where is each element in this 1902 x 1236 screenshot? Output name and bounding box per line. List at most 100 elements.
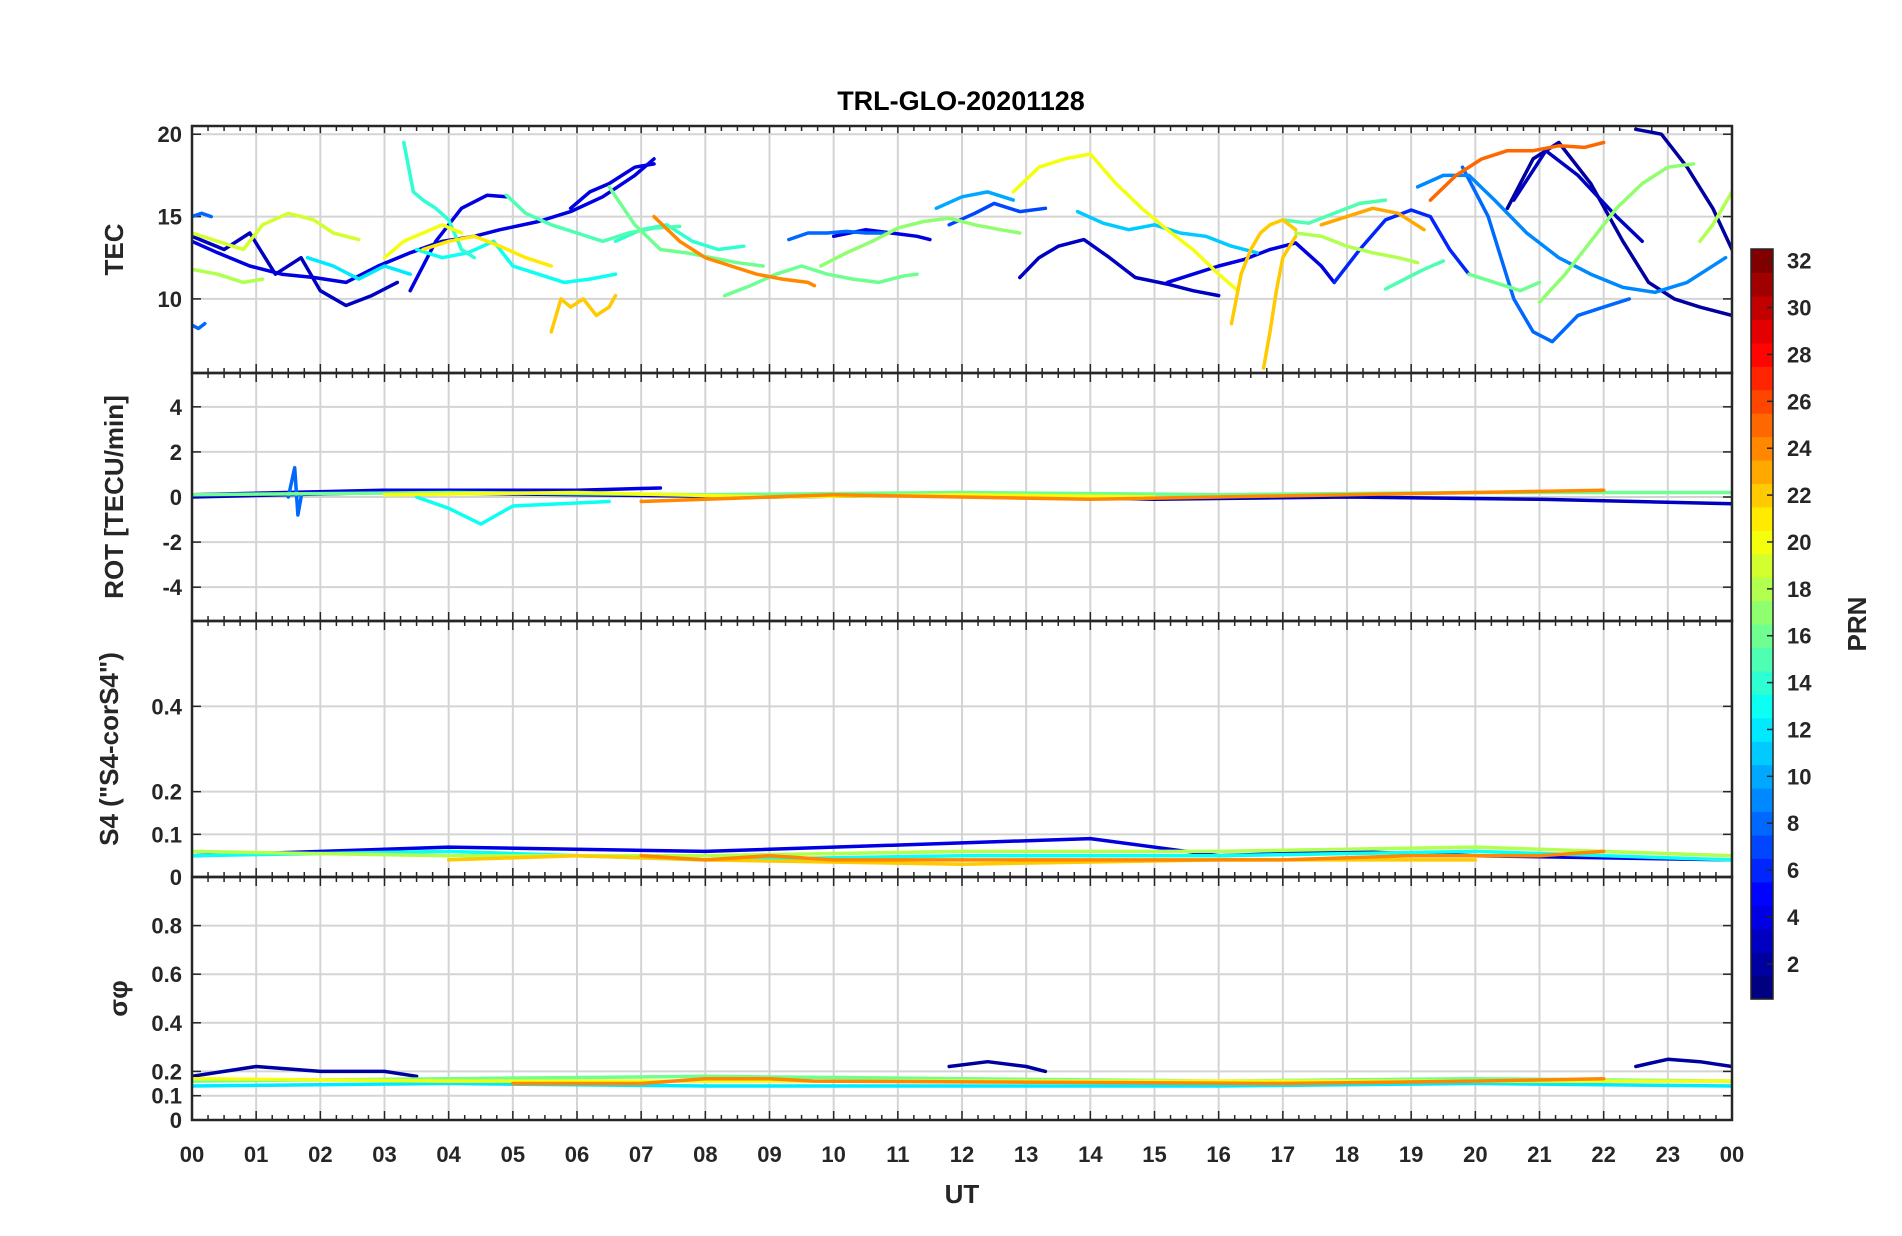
colorbar-cell xyxy=(1751,295,1773,320)
colorbar-tick-label: 22 xyxy=(1787,483,1811,508)
colorbar-cell xyxy=(1751,694,1773,719)
series-group xyxy=(192,127,1732,370)
series-line-prn-13 xyxy=(414,495,611,526)
colorbar-tick-label: 14 xyxy=(1787,671,1812,696)
colorbar-tick-label: 12 xyxy=(1787,717,1811,742)
series-line-prn-24 xyxy=(511,1076,1606,1086)
series-line-prn-16 xyxy=(607,185,765,268)
series-group xyxy=(192,465,1732,526)
colorbar-label: PRN xyxy=(1842,597,1872,652)
series-line-prn-12 xyxy=(305,255,412,281)
series-line-prn-20 xyxy=(382,223,464,260)
colorbar-cell xyxy=(1751,600,1773,625)
colorbar-cell xyxy=(1751,788,1773,813)
series-line-prn-2 xyxy=(1634,1057,1732,1069)
series-line-prn-8 xyxy=(787,229,887,242)
series-line-prn-16 xyxy=(722,264,919,298)
y-tick-label: 0.6 xyxy=(151,962,182,987)
y-axis-label: ROT [TECU/min] xyxy=(99,395,129,599)
x-tick-label: 01 xyxy=(244,1142,268,1167)
x-tick-label: 08 xyxy=(693,1142,717,1167)
series-line-prn-24 xyxy=(639,849,1606,862)
x-axis-label: UT xyxy=(945,1179,980,1209)
x-tick-label: 21 xyxy=(1527,1142,1551,1167)
series-line-prn-15 xyxy=(1383,259,1446,291)
series-line-prn-18 xyxy=(192,845,1732,858)
panel-TEC: 10 15 20 TEC xyxy=(99,122,1734,375)
panel-ROT: -4 -2 0 2 4 ROT [TECU/min] xyxy=(99,371,1734,623)
colorbar-cells xyxy=(1751,249,1773,1000)
colorbar-tick-label: 28 xyxy=(1787,342,1811,367)
series-group xyxy=(192,836,1732,866)
panel-sigma_phi: 00.10.2 0.4 0.6 0.8 σφ xyxy=(103,875,1734,1133)
x-tick-label: 07 xyxy=(629,1142,653,1167)
series-line-prn-23 xyxy=(1319,206,1426,232)
series-line-prn-18 xyxy=(192,267,265,285)
series-line-prn-3 xyxy=(1018,237,1221,298)
colorbar-cell xyxy=(1751,413,1773,438)
colorbar-cell xyxy=(1751,459,1773,484)
series-line-prn-9 xyxy=(1415,173,1728,295)
colorbar-cell xyxy=(1751,928,1773,953)
series-line-prn-3 xyxy=(1512,148,1644,244)
x-tick-label: 06 xyxy=(565,1142,589,1167)
colorbar-tick-label: 24 xyxy=(1787,436,1812,461)
colorbar-tick-label: 26 xyxy=(1787,389,1811,414)
series-line-prn-24 xyxy=(639,488,1606,504)
colorbar-cell xyxy=(1751,952,1773,977)
colorbar-cell xyxy=(1751,342,1773,367)
colorbar-cell xyxy=(1751,389,1773,414)
series-line-prn-8 xyxy=(192,211,214,219)
colorbar-cell xyxy=(1751,483,1773,508)
colorbar-tick-label: 2 xyxy=(1787,952,1799,977)
y-tick-label: 20 xyxy=(158,122,182,147)
colorbar-cell xyxy=(1751,647,1773,672)
x-tick-label: 15 xyxy=(1142,1142,1166,1167)
colorbar-cell xyxy=(1751,975,1773,1000)
figure-title: TRL-GLO-20201128 xyxy=(837,86,1085,116)
colorbar-cell xyxy=(1751,553,1773,578)
colorbar-cell xyxy=(1751,506,1773,531)
colorbar-cell xyxy=(1751,436,1773,461)
y-tick-label: 4 xyxy=(170,395,183,420)
y-axis-label: S4 ("S4-corS4") xyxy=(94,652,124,846)
series-line-prn-15 xyxy=(504,193,682,244)
colorbar-tick-label: 20 xyxy=(1787,530,1811,555)
series-line-prn-22 xyxy=(1229,218,1298,326)
colorbar-tick-label: 6 xyxy=(1787,858,1799,883)
series-line-prn-21 xyxy=(421,234,554,268)
series-line-prn-2 xyxy=(1634,127,1732,252)
series-line-prn-13 xyxy=(414,239,618,285)
x-tick-label: 10 xyxy=(821,1142,845,1167)
x-tick-label: 05 xyxy=(501,1142,525,1167)
colorbar-cell xyxy=(1751,272,1773,297)
y-tick-label: 0 xyxy=(170,485,182,510)
colorbar-tick-label: 16 xyxy=(1787,624,1811,649)
series-line-prn-2 xyxy=(192,1064,419,1079)
series-line-prn-8 xyxy=(286,465,303,517)
series-line-prn-16 xyxy=(1467,272,1542,293)
y-tick-label: 2 xyxy=(170,440,182,465)
colorbar-tick-label: 30 xyxy=(1787,296,1811,321)
series-line-prn-12 xyxy=(192,1081,1732,1088)
series-line-prn-25 xyxy=(1428,140,1606,202)
series-line-prn-13 xyxy=(192,849,1732,862)
series-line-prn-17 xyxy=(1537,162,1696,304)
panel-S4: 0 0.1 0.2 0.4 S4 ("S4-corS4") xyxy=(94,619,1734,890)
colorbar-cell xyxy=(1751,764,1773,789)
axes-frame xyxy=(190,875,1734,1122)
colorbar-cell xyxy=(1751,577,1773,602)
colorbar-cell xyxy=(1751,670,1773,695)
series-line-prn-6 xyxy=(1332,208,1471,285)
series-line-prn-14 xyxy=(613,223,746,252)
y-axis-label: σφ xyxy=(103,980,133,1016)
series-line-prn-2 xyxy=(1505,140,1732,318)
series-line-prn-22 xyxy=(549,293,618,334)
x-tick-label: 02 xyxy=(308,1142,332,1167)
colorbar-cell xyxy=(1751,811,1773,836)
series-group xyxy=(192,1057,1732,1088)
colorbar-tick-label: 32 xyxy=(1787,249,1811,274)
x-tick-label: 22 xyxy=(1591,1142,1615,1167)
